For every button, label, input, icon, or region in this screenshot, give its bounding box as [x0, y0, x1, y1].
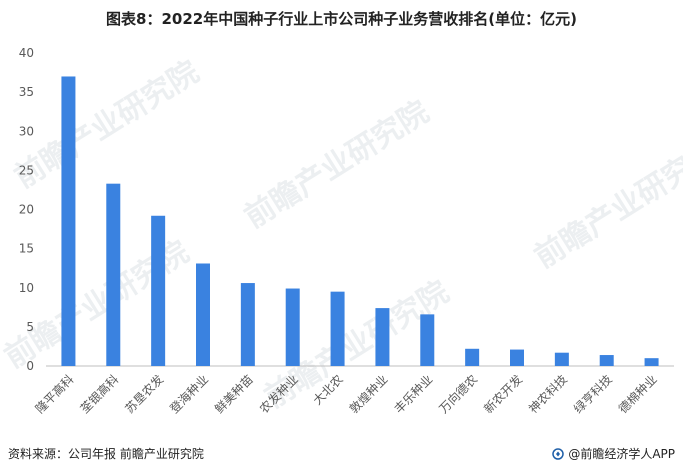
x-tick-label: 绿亨科技: [570, 372, 615, 417]
y-tick-label: 5: [26, 320, 34, 334]
bar: [465, 348, 480, 366]
x-tick-label: 万向德农: [436, 372, 481, 417]
credit-text: @前瞻经济学人APP: [568, 447, 675, 461]
bar: [285, 288, 300, 366]
bar: [599, 355, 614, 366]
bar-chart: 0 5 10 15 20 25 30 35 40 隆平高科 荃银高科 苏垦农发 登海种业 鲜美种苗 农发种业…: [19, 46, 674, 417]
y-tick-label: 15: [19, 242, 34, 256]
x-tick-label: 敦煌种业: [346, 372, 391, 417]
x-tick-label: 苏垦农发: [122, 372, 167, 417]
y-tick-label: 40: [19, 46, 34, 60]
x-tick-label: 大北农: [310, 372, 345, 407]
bar: [240, 283, 255, 366]
x-tick-label: 鲜美种苗: [212, 372, 256, 416]
credit: @前瞻经济学人APP: [552, 445, 675, 462]
y-tick-label: 30: [19, 124, 34, 138]
x-tick-label: 登海种业: [167, 372, 212, 417]
y-tick-label: 10: [19, 281, 34, 295]
x-tick-label: 荃银高科: [77, 372, 122, 417]
bar: [510, 349, 524, 366]
x-tick-label: 德棉种业: [615, 372, 660, 417]
y-tick-label: 20: [19, 203, 34, 217]
source-note: 资料来源：公司年报 前瞻产业研究院: [8, 447, 204, 461]
x-tick-label: 丰乐种业: [392, 372, 436, 416]
x-tick-label: 新农开发: [481, 372, 526, 417]
y-tick-label: 25: [19, 163, 34, 177]
x-tick-label: 农发种业: [256, 372, 301, 417]
bar: [420, 314, 435, 366]
bar: [196, 263, 210, 366]
bar: [375, 308, 390, 366]
chart-title: 图表8：2022年中国种子行业上市公司种子业务营收排名(单位：亿元): [106, 10, 577, 28]
qianzhan-logo-icon: [552, 447, 565, 460]
bar: [106, 183, 121, 366]
y-tick-label: 0: [26, 359, 34, 373]
x-tick-label: 神农科技: [526, 372, 570, 416]
bar: [554, 352, 569, 366]
bar: [330, 291, 345, 366]
bar: [151, 215, 166, 366]
y-tick-label: 35: [19, 85, 34, 99]
bar: [644, 358, 659, 366]
bar: [61, 76, 76, 366]
x-tick-label: 隆平高科: [32, 372, 77, 417]
